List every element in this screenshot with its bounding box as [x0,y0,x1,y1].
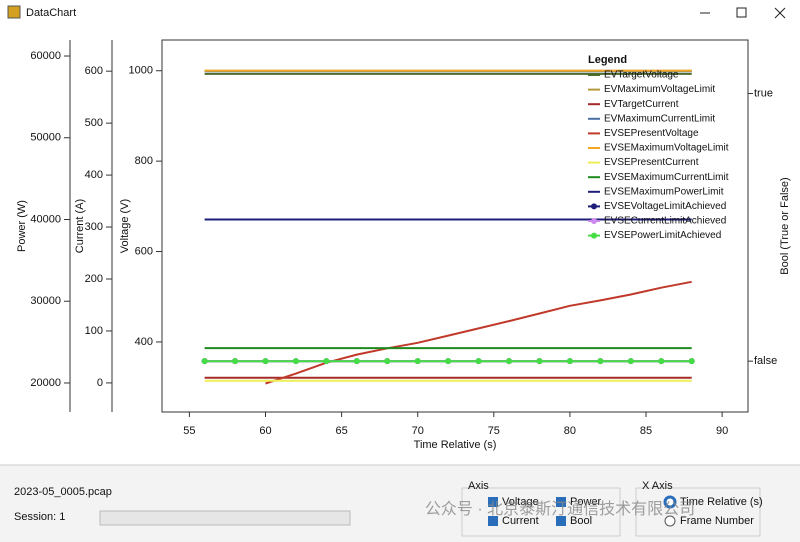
series-marker [292,358,299,365]
close-button[interactable] [774,7,786,19]
legend-label: EVSEPresentCurrent [604,157,699,168]
y-tick-label: false [754,355,777,367]
x-tick-label: 90 [716,425,728,437]
legend-label: EVMaximumVoltageLimit [604,84,715,95]
y-tick-label: 200 [85,273,103,285]
y-tick-label: 600 [135,245,153,257]
series-marker [414,358,421,365]
y-tick-label: 600 [85,65,103,77]
x-tick-label: 80 [564,425,576,437]
radio-button[interactable] [663,495,677,509]
y-tick-label: true [754,87,773,99]
legend-label: EVSEMaximumVoltageLimit [604,143,729,154]
x-tick-label: 55 [183,425,195,437]
legend-label: EVMaximumCurrentLimit [604,113,715,124]
legend-marker [591,232,597,239]
series-line [265,280,692,385]
legend-label: EVSEVoltageLimitAchieved [604,201,726,212]
maximize-button[interactable] [736,7,747,18]
file-name: 2023-05_0005.pcap [14,486,112,498]
checkbox-label[interactable]: Voltage [502,496,539,508]
progress-bar [99,510,351,526]
series-marker [384,358,391,365]
window-title: DataChart [26,7,76,19]
y-tick-label: 100 [85,325,103,337]
y-tick-label: 40000 [30,213,61,225]
app-icon [7,5,21,19]
series-marker [627,358,634,365]
series-marker [475,358,482,365]
checkbox[interactable] [556,497,566,507]
y-axis-label: Voltage (V) [119,199,131,253]
y-tick-label: 0 [97,377,103,389]
series-marker [658,358,665,365]
x-tick-label: 60 [259,425,271,437]
series-marker [506,358,513,365]
series-marker [201,358,208,365]
session-label: Session: 1 [14,511,65,523]
y-tick-label: 50000 [30,132,61,144]
x-tick-label: 75 [488,425,500,437]
checkbox[interactable] [488,516,498,526]
x-tick-label: 70 [412,425,424,437]
legend-title: Legend [588,54,627,66]
series-marker [566,358,573,365]
y-tick-label: 60000 [30,50,61,62]
series-marker [445,358,452,365]
series-marker [232,358,239,365]
checkbox[interactable] [488,497,498,507]
series-marker [536,358,543,365]
y-tick-label: 500 [85,117,103,129]
chart: 55 60 65 70 75 80 85 90 Time Relative (s) 20000 30… [16,39,791,451]
plot-area [161,39,749,413]
y-tick-label: 400 [135,336,153,348]
radio-label[interactable]: Time Relative (s) [680,496,763,508]
y-tick-label: 20000 [30,377,61,389]
x-axis-label: Time Relative (s) [414,439,497,451]
legend-label: EVTargetCurrent [604,99,679,110]
y-tick-label: 300 [85,221,103,233]
x-tick-label: 85 [640,425,652,437]
legend-marker [591,203,597,210]
series-marker [688,358,695,365]
x-axis-group [635,487,761,537]
checkbox-label[interactable]: Power [570,496,602,508]
y-axis-label: Power (W) [16,200,28,252]
series-marker [353,358,360,365]
checkbox-label[interactable]: Current [502,515,539,527]
radio-button[interactable] [664,515,676,527]
y-tick-label: 1000 [129,65,153,77]
checkbox-label[interactable]: Bool [570,515,592,527]
y-axis-label: Bool (True or False) [779,177,791,274]
y-tick-label: 400 [85,169,103,181]
group-title: X Axis [642,480,673,492]
legend-label: EVSEMaximumCurrentLimit [604,172,729,183]
radio-label[interactable]: Frame Number [680,515,754,527]
y-tick-label: 800 [135,155,153,167]
legend-label: EVSEMaximumPowerLimit [604,186,724,197]
legend-label: EVSECurrentLimitAchieved [604,216,726,227]
series-marker [262,358,269,365]
y-tick-label: 30000 [30,295,61,307]
legend-label: EVSEPowerLimitAchieved [604,230,721,241]
y-axis-label: Current (A) [74,199,86,253]
group-title: Axis [468,480,489,492]
axis-group [461,487,621,537]
x-tick-label: 65 [335,425,347,437]
legend-marker [591,218,597,224]
series-marker [323,358,330,365]
legend-label: EVTargetVoltage [604,70,679,81]
watermark: 公众号 · 北京泰斯汀通信技术有限公司 [425,500,695,518]
series-marker [597,358,604,365]
checkbox[interactable] [556,516,566,526]
legend-label: EVSEPresentVoltage [604,128,699,139]
